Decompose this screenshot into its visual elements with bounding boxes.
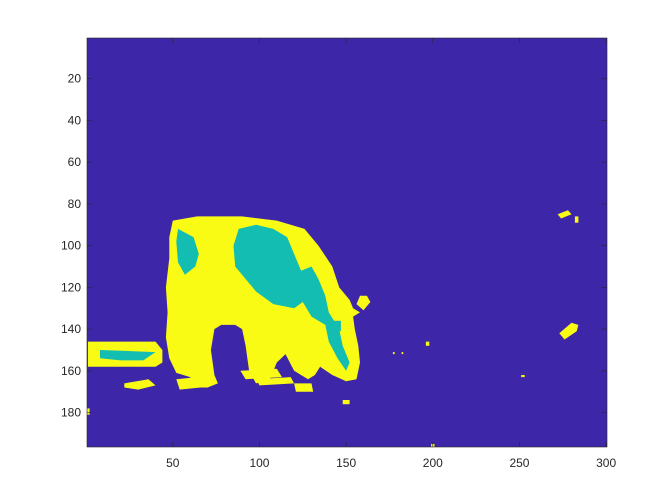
x-tick-label: 250 xyxy=(509,456,529,470)
region-class-3-12 xyxy=(425,341,430,346)
region-class-3-7 xyxy=(294,383,314,392)
y-tick-label: 80 xyxy=(68,197,82,211)
region-class-3-17 xyxy=(87,408,90,415)
region-class-3-13 xyxy=(392,352,395,355)
y-tick-label: 100 xyxy=(61,239,81,253)
region-class-3-9 xyxy=(574,216,579,223)
region-class-3-4 xyxy=(176,377,201,390)
x-tick-label: 150 xyxy=(336,456,356,470)
region-class-3-0 xyxy=(165,216,360,388)
y-tick-label: 40 xyxy=(68,113,82,127)
region-class-3-1 xyxy=(356,295,371,311)
region-class-3-11 xyxy=(342,400,350,405)
region-class-3-5 xyxy=(240,368,282,380)
region-class-2-21 xyxy=(100,350,156,361)
x-tick-label: 50 xyxy=(166,456,180,470)
y-tick-label: 160 xyxy=(61,364,81,378)
heatmap-regions xyxy=(87,210,579,447)
axes: 50 100 150 200 250 300 20 40 60 80 100 120 140 160 180 xyxy=(61,38,616,470)
x-tick-label: 200 xyxy=(423,456,443,470)
y-tick-label: 120 xyxy=(61,280,81,294)
region-class-3-6 xyxy=(256,377,295,386)
region-class-3-14 xyxy=(401,352,404,355)
region-class-2-19 xyxy=(233,224,350,371)
y-tick-label: 60 xyxy=(68,155,82,169)
region-class-3-8 xyxy=(557,210,572,219)
x-tick-label: 100 xyxy=(249,456,269,470)
region-class-2-20 xyxy=(332,320,341,332)
region-class-3-10 xyxy=(559,322,579,340)
region-class-2-18 xyxy=(176,228,199,275)
y-tick-label: 180 xyxy=(61,406,81,420)
y-tick-label: 140 xyxy=(61,322,81,336)
y-tick-label: 20 xyxy=(68,72,82,86)
region-class-2-22 xyxy=(254,283,258,288)
region-class-3-15 xyxy=(521,375,525,378)
plot-frame xyxy=(86,37,608,448)
x-tick-label: 300 xyxy=(596,456,616,470)
region-class-3-3 xyxy=(124,379,156,390)
plot-background xyxy=(87,38,607,447)
